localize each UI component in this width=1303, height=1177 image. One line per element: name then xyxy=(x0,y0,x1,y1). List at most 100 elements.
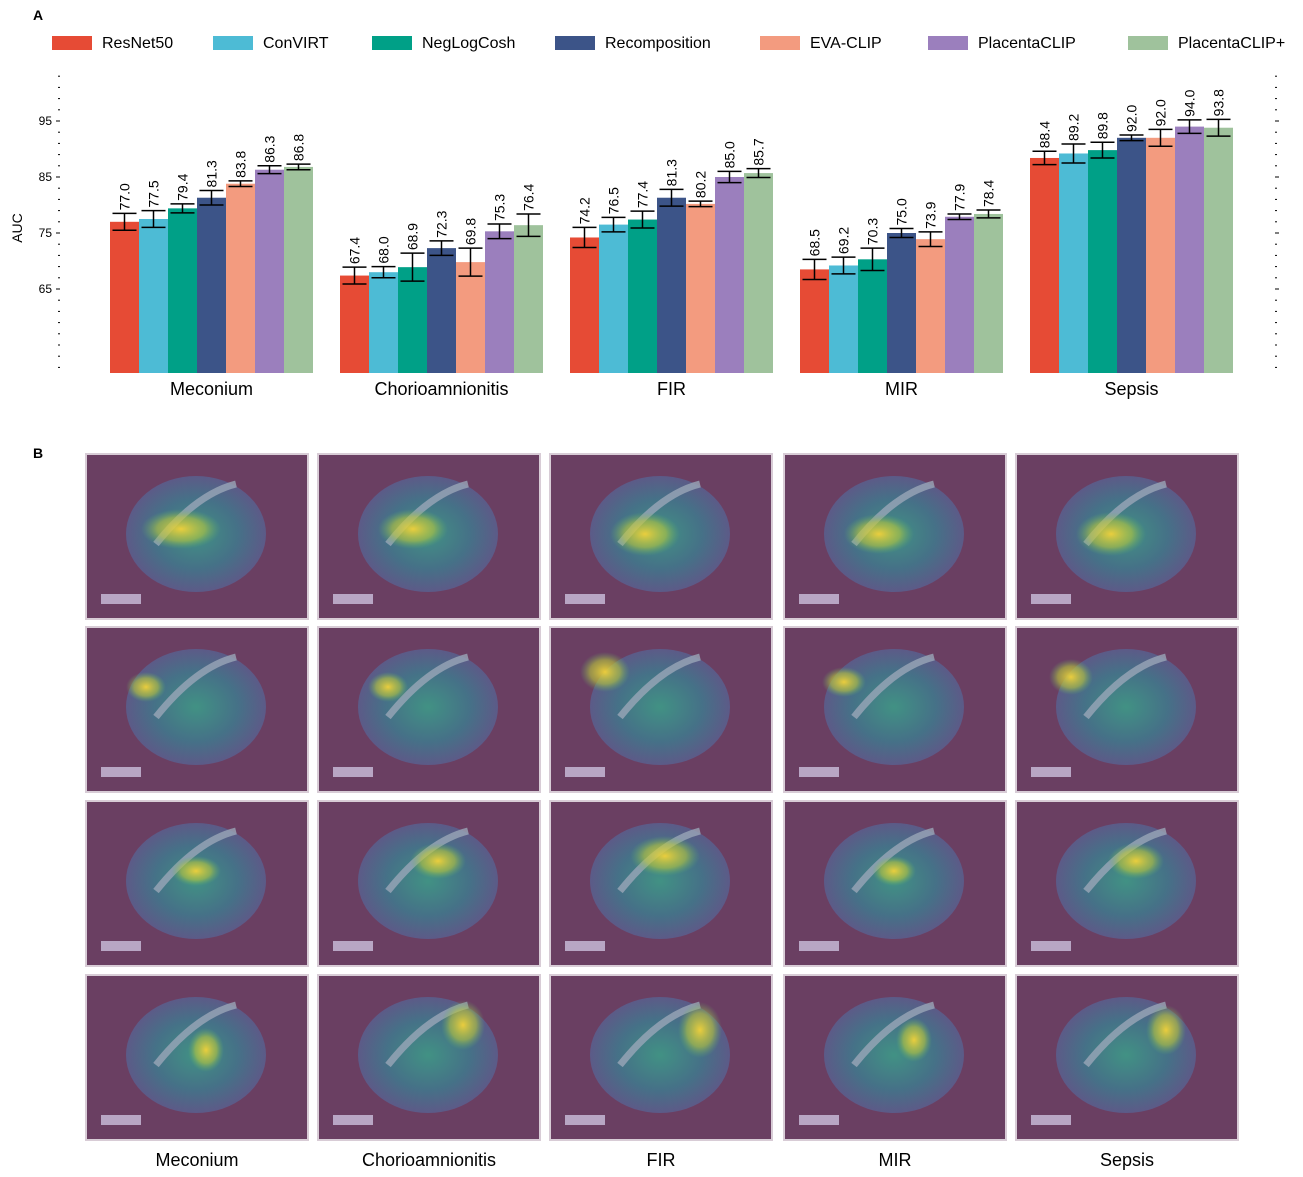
heat-spot xyxy=(678,1002,722,1058)
legend-label: PlacentaCLIP+ xyxy=(1178,35,1285,52)
value-label: 75.3 xyxy=(492,194,508,221)
value-label: 69.8 xyxy=(463,218,479,245)
ruler xyxy=(101,594,141,604)
value-label: 77.5 xyxy=(146,180,162,207)
heatmap-image xyxy=(1016,801,1238,966)
y-tick-label: 85 xyxy=(39,170,53,184)
ruler xyxy=(1031,941,1071,951)
bar xyxy=(139,219,168,373)
bar xyxy=(887,233,916,373)
value-label: 76.5 xyxy=(606,187,622,214)
y-axis-label: AUC xyxy=(9,213,25,243)
heat-spot xyxy=(410,843,466,879)
x-tick-label: FIR xyxy=(657,379,686,399)
ruler xyxy=(565,1115,605,1125)
value-label: 67.4 xyxy=(347,237,363,264)
panel-label: B xyxy=(33,445,43,461)
figure: A B AUC 65758595ResNet50ConVIRTNegLogCos… xyxy=(0,0,1303,1172)
heatmap-image xyxy=(86,975,308,1140)
heat-spot xyxy=(378,509,448,549)
bar xyxy=(284,167,313,373)
value-label: 70.3 xyxy=(865,218,881,245)
placenta xyxy=(824,997,964,1113)
x-tick-label: Chorioamnionitis xyxy=(374,379,508,399)
x-tick-label: MIR xyxy=(885,379,918,399)
column-label: FIR xyxy=(647,1150,676,1170)
bar xyxy=(1175,127,1204,373)
heatmap-image xyxy=(86,801,308,966)
placenta xyxy=(358,649,498,765)
bar xyxy=(628,220,657,373)
value-label: 79.4 xyxy=(175,173,191,200)
legend-swatch xyxy=(52,36,92,50)
value-label: 94.0 xyxy=(1182,89,1198,116)
heat-spot xyxy=(1076,512,1146,556)
value-label: 89.8 xyxy=(1095,112,1111,139)
bar xyxy=(255,170,284,373)
bar xyxy=(916,239,945,373)
value-label: 80.2 xyxy=(693,171,709,198)
legend-label: PlacentaCLIP xyxy=(978,35,1076,52)
value-label: 68.9 xyxy=(405,223,421,250)
heat-spot xyxy=(844,514,914,554)
bar xyxy=(858,259,887,373)
x-tick-label: Sepsis xyxy=(1104,379,1158,399)
value-label: 77.4 xyxy=(635,181,651,208)
y-tick-label: 95 xyxy=(39,114,53,128)
heat-spot xyxy=(141,509,221,549)
bar xyxy=(1088,150,1117,373)
bar xyxy=(1146,138,1175,373)
bar xyxy=(485,231,514,373)
ruler xyxy=(565,594,605,604)
value-label: 74.2 xyxy=(577,197,593,224)
value-label: 75.0 xyxy=(894,198,910,225)
heatmap-image xyxy=(1016,454,1238,619)
bar xyxy=(514,225,543,373)
heatmap-image xyxy=(550,801,772,966)
bar xyxy=(974,214,1003,373)
ruler xyxy=(101,767,141,777)
legend-swatch xyxy=(213,36,253,50)
bar xyxy=(829,265,858,373)
bar xyxy=(570,237,599,373)
heatmap-image xyxy=(550,627,772,792)
value-label: 92.0 xyxy=(1153,99,1169,126)
value-label: 81.3 xyxy=(204,160,220,187)
value-label: 92.0 xyxy=(1124,105,1140,132)
heat-spot xyxy=(188,1028,224,1072)
bar xyxy=(340,276,369,373)
heat-spot xyxy=(126,672,166,702)
ruler xyxy=(101,1115,141,1125)
ruler xyxy=(565,767,605,777)
value-label: 68.5 xyxy=(807,229,823,256)
value-label: 86.3 xyxy=(262,135,278,162)
bar xyxy=(226,184,255,373)
bar xyxy=(168,208,197,373)
ruler xyxy=(333,1115,373,1125)
bar xyxy=(715,177,744,373)
placenta xyxy=(126,649,266,765)
bar xyxy=(744,173,773,373)
legend-label: NegLogCosh xyxy=(422,35,515,52)
value-label: 88.4 xyxy=(1037,121,1053,148)
value-label: 89.2 xyxy=(1066,113,1082,140)
column-label: Meconium xyxy=(155,1150,238,1170)
y-tick-label: 65 xyxy=(39,282,53,296)
ruler xyxy=(799,767,839,777)
bar xyxy=(686,204,715,373)
value-label: 85.7 xyxy=(751,138,767,165)
heat-spot xyxy=(872,856,916,886)
value-label: 81.3 xyxy=(664,159,680,186)
column-label: MIR xyxy=(879,1150,912,1170)
bar xyxy=(599,225,628,373)
bar xyxy=(398,267,427,373)
ruler xyxy=(565,941,605,951)
legend-swatch xyxy=(928,36,968,50)
ruler xyxy=(799,941,839,951)
ruler xyxy=(1031,1115,1071,1125)
heatmap-image xyxy=(318,454,540,619)
bar xyxy=(945,217,974,373)
heatmap-image xyxy=(784,454,1006,619)
value-label: 68.0 xyxy=(376,236,392,263)
heat-spot xyxy=(580,652,630,692)
